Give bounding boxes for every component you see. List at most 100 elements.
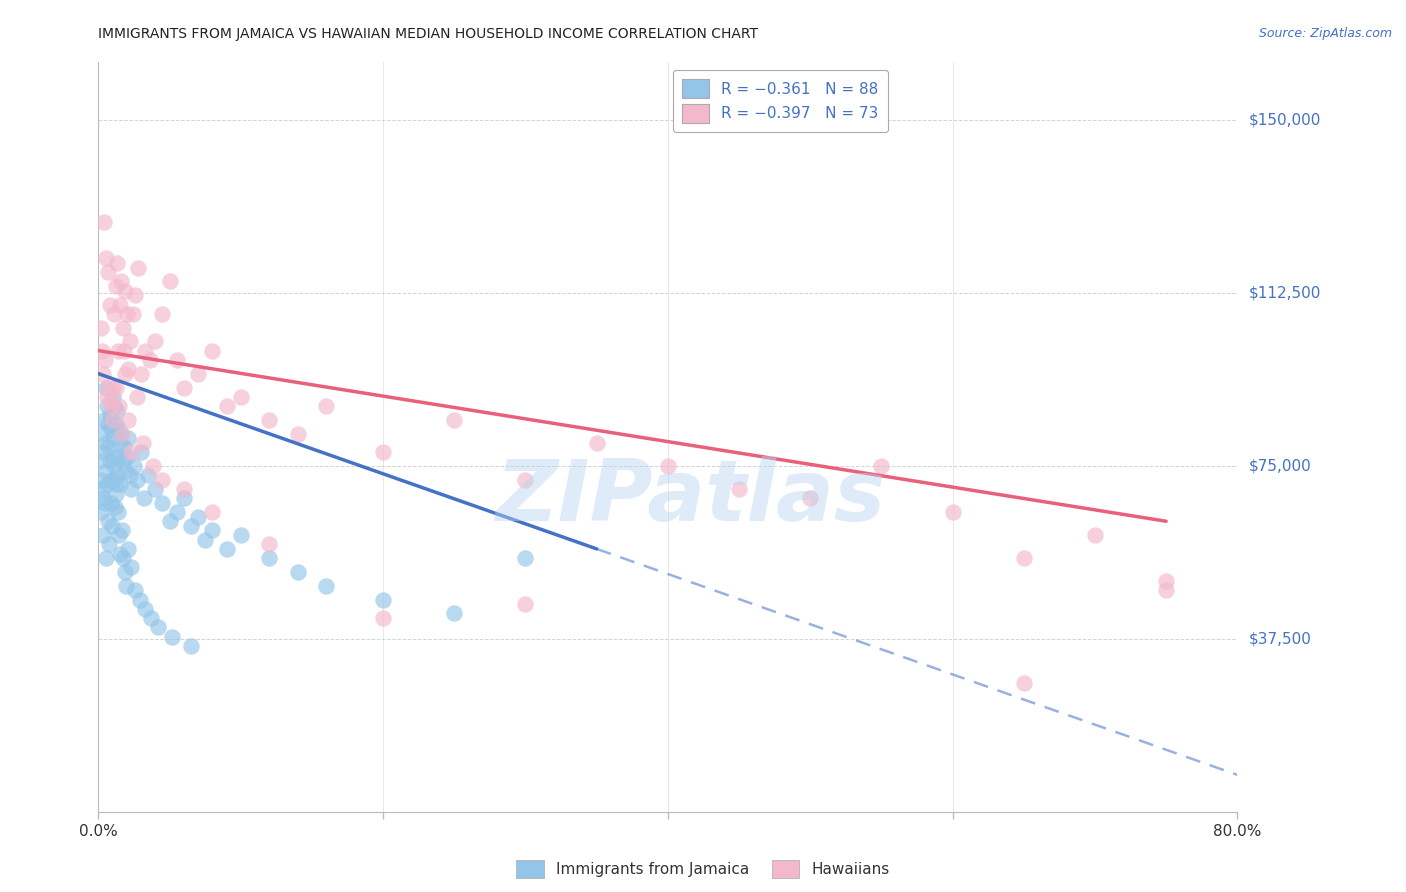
Point (110, 275, 132, 289)
Text: ZIPatlas: ZIPatlas (495, 456, 886, 539)
Point (105, 477, 128, 491)
Point (97, 441, 120, 455)
Point (259, 413, 281, 427)
Point (107, 343, 129, 358)
Point (159, 514, 181, 528)
Point (98, 408, 121, 422)
Point (103, 473, 125, 487)
Point (97, 514, 120, 528)
Point (134, 343, 156, 358)
Point (90, 505, 112, 519)
Point (141, 458, 163, 473)
Point (287, 426, 309, 441)
Point (799, 491, 821, 505)
Point (94, 252, 117, 266)
Point (91, 426, 114, 441)
Point (1012, 675, 1035, 690)
Point (108, 528, 131, 542)
Text: $112,500: $112,500 (1249, 285, 1320, 301)
Point (97, 380, 120, 394)
Point (115, 307, 138, 321)
Point (103, 307, 125, 321)
Point (127, 260, 149, 275)
Point (1012, 551, 1035, 566)
Text: $37,500: $37,500 (1249, 632, 1312, 647)
Point (94, 380, 117, 394)
Point (166, 352, 188, 367)
Point (103, 399, 125, 413)
Point (229, 528, 252, 542)
Point (124, 288, 146, 302)
Legend: Immigrants from Jamaica, Hawaiians: Immigrants from Jamaica, Hawaiians (510, 854, 896, 884)
Point (215, 399, 238, 413)
Point (201, 524, 224, 538)
Point (100, 394, 122, 409)
Point (96, 390, 118, 404)
Point (166, 505, 188, 519)
Point (100, 422, 122, 436)
Point (315, 579, 337, 593)
Point (162, 630, 184, 644)
Text: Source: ZipAtlas.com: Source: ZipAtlas.com (1258, 27, 1392, 40)
Point (101, 431, 124, 445)
Point (443, 607, 465, 621)
Point (91, 367, 114, 381)
Point (91, 491, 114, 505)
Point (515, 473, 537, 487)
Point (515, 597, 537, 611)
Point (201, 505, 224, 519)
Point (315, 399, 337, 413)
Point (118, 468, 141, 483)
Point (131, 435, 153, 450)
Point (105, 256, 128, 270)
Point (194, 533, 217, 547)
Point (100, 473, 122, 487)
Point (138, 352, 160, 367)
Point (94, 435, 117, 450)
Point (105, 468, 128, 483)
Point (112, 343, 135, 358)
Point (112, 551, 135, 566)
Point (104, 500, 127, 515)
Point (117, 362, 139, 376)
Point (187, 509, 209, 524)
Point (585, 435, 607, 450)
Point (134, 602, 156, 616)
Point (96, 477, 118, 491)
Point (91, 343, 114, 358)
Point (515, 551, 537, 566)
Point (104, 486, 127, 500)
Point (287, 565, 309, 579)
Point (870, 458, 893, 473)
Point (89, 454, 111, 468)
Point (1154, 574, 1177, 589)
Point (115, 579, 138, 593)
Point (90, 320, 112, 334)
Point (187, 367, 209, 381)
Point (215, 541, 238, 556)
Point (94, 496, 117, 510)
Point (96, 551, 118, 566)
Point (132, 491, 155, 505)
Point (125, 390, 148, 404)
Point (657, 458, 679, 473)
Point (120, 560, 142, 574)
Point (105, 380, 128, 394)
Point (93, 528, 115, 542)
Point (1154, 583, 1177, 598)
Point (93, 214, 115, 228)
Point (111, 426, 134, 441)
Point (110, 426, 132, 441)
Point (124, 583, 146, 598)
Point (91, 482, 114, 496)
Point (107, 422, 129, 436)
Point (942, 505, 965, 519)
Point (114, 367, 136, 381)
Point (148, 620, 170, 634)
Point (117, 541, 139, 556)
Point (371, 611, 394, 625)
Point (111, 524, 134, 538)
Point (90, 473, 112, 487)
Point (120, 482, 142, 496)
Point (93, 413, 115, 427)
